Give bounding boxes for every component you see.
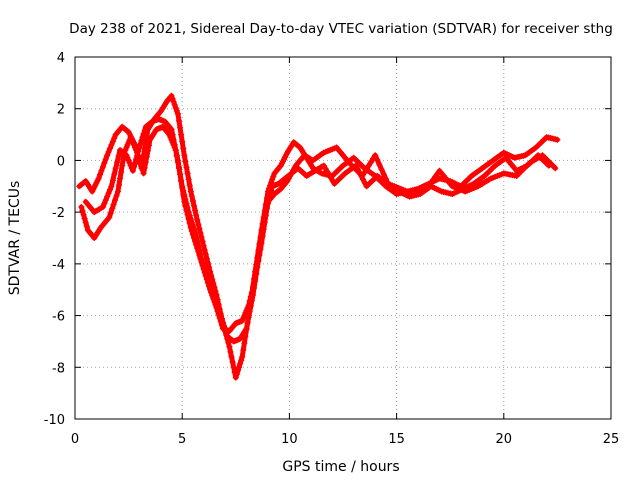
data-series	[82, 116, 559, 335]
ticks	[74, 56, 612, 420]
x-tick-label: 20	[496, 432, 513, 447]
y-tick-label: -8	[52, 361, 65, 376]
x-tick-label: 0	[71, 432, 79, 447]
x-tick-label: 5	[178, 432, 186, 447]
x-tick-label: 10	[281, 432, 298, 447]
x-tick-label: 25	[603, 432, 620, 447]
y-axis-title: SDTVAR / TECUs	[7, 181, 23, 296]
series-layer	[76, 92, 561, 381]
y-tick-label: -2	[52, 206, 65, 221]
y-tick-label: 0	[57, 154, 65, 169]
grid	[75, 57, 611, 419]
y-tick-label: -6	[52, 310, 65, 325]
plot-frame	[74, 56, 612, 420]
series-markers	[82, 116, 559, 335]
tick-labels: -10 -8 -6 -4 -2 0 2 4 0 5 10 15 20 25	[44, 51, 620, 447]
y-tick-label: 2	[57, 103, 65, 118]
x-axis-title: GPS time / hours	[282, 459, 399, 475]
y-tick-label: -10	[44, 413, 65, 428]
chart-title: Day 238 of 2021, Sidereal Day-to-day VTE…	[69, 21, 613, 37]
y-tick-label: 4	[57, 51, 65, 66]
x-tick-label: 15	[388, 432, 405, 447]
y-tick-label: -4	[52, 258, 65, 273]
